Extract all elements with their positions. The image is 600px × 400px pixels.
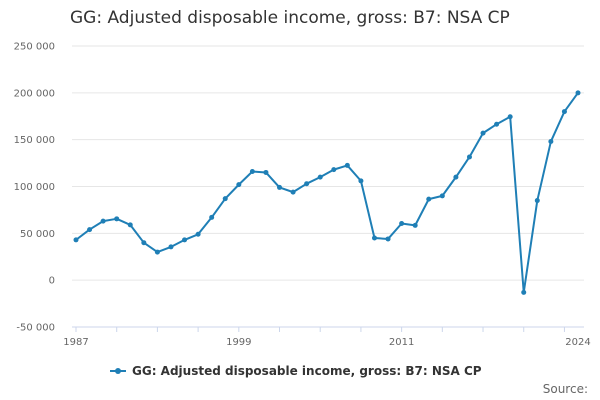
data-point[interactable] [534,198,540,204]
data-point[interactable] [412,222,418,228]
legend-line-marker-icon [110,366,126,376]
data-point[interactable] [399,220,405,226]
data-point[interactable] [168,244,174,250]
x-axis-ticks: 1987 1999 2011 2024 [63,326,591,348]
data-point[interactable] [453,174,459,180]
data-point[interactable] [154,249,160,255]
y-tick-label: 50 000 [20,229,55,240]
legend[interactable]: GG: Adjusted disposable income, gross: B… [110,364,482,378]
data-point[interactable] [385,236,391,242]
data-point[interactable] [561,109,567,115]
data-point[interactable] [182,237,188,243]
data-point[interactable] [480,130,486,136]
data-point[interactable] [114,216,120,222]
data-point[interactable] [263,169,269,175]
y-tick-label: 250 000 [14,42,55,53]
data-point[interactable] [371,235,377,241]
data-point[interactable] [331,167,337,173]
data-point[interactable] [466,154,472,160]
x-tick-label: 1987 [63,337,88,348]
data-point[interactable] [426,196,432,202]
series-group [73,90,581,295]
data-point[interactable] [277,184,283,190]
y-tick-label: -50 000 [16,323,55,334]
series-line [75,92,579,294]
data-point[interactable] [344,162,350,168]
data-point[interactable] [317,174,323,180]
data-point[interactable] [575,90,581,96]
data-point[interactable] [358,178,364,184]
data-point[interactable] [195,231,201,237]
x-tick-label: 1999 [226,337,251,348]
data-point[interactable] [141,240,147,246]
data-point[interactable] [439,193,445,199]
data-point[interactable] [521,289,527,295]
data-point[interactable] [127,222,133,228]
data-point[interactable] [494,121,500,127]
y-tick-label: 200 000 [14,88,55,99]
data-point[interactable] [507,114,513,120]
data-point[interactable] [73,237,79,243]
data-point[interactable] [290,189,296,195]
data-point[interactable] [100,218,106,224]
gridlines [72,45,584,328]
data-point[interactable] [209,214,215,220]
data-point[interactable] [249,169,255,175]
source-label: Source: [542,382,588,396]
y-tick-label: 100 000 [14,182,55,193]
y-tick-label: 0 [49,276,55,287]
data-point[interactable] [87,227,93,233]
x-tick-label: 2024 [565,337,590,348]
x-tick-label: 2011 [389,337,414,348]
data-point[interactable] [222,196,228,202]
legend-label: GG: Adjusted disposable income, gross: B… [132,364,482,378]
data-point[interactable] [304,181,310,187]
y-axis-ticks: 250 000 200 000 150 000 100 000 50 000 0 -50 0… [14,42,55,334]
data-point[interactable] [548,139,554,145]
chart-title: GG: Adjusted disposable income, gross: B… [70,8,510,28]
data-point[interactable] [236,182,242,188]
y-tick-label: 150 000 [14,135,55,146]
